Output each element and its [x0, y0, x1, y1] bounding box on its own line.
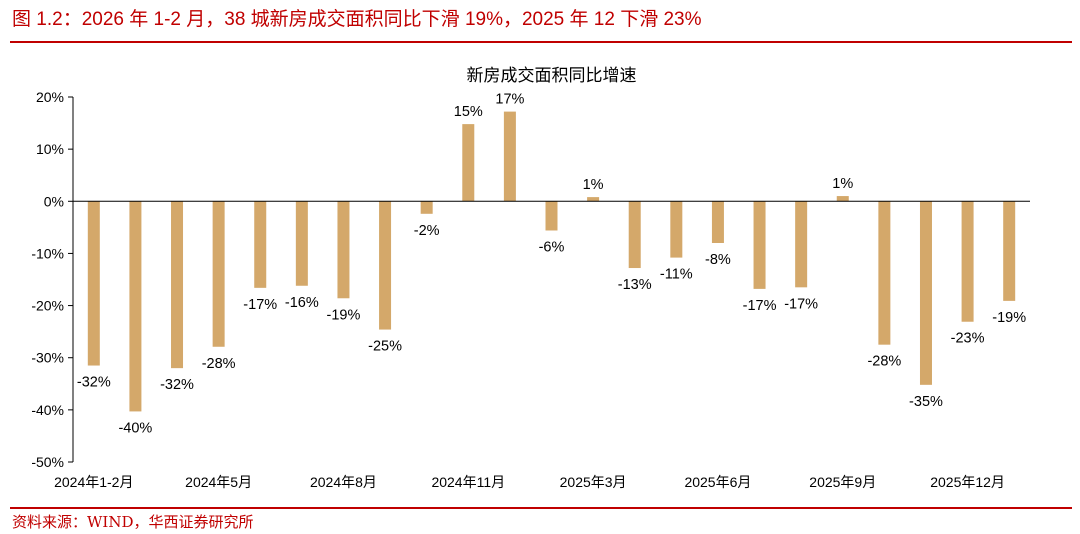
data-label: -32% [77, 375, 111, 391]
y-tick-label: -40% [31, 402, 64, 418]
y-tick-label: -50% [31, 454, 64, 470]
title-divider [10, 41, 1072, 43]
data-label: -40% [118, 420, 152, 436]
data-label: -6% [539, 239, 565, 255]
data-label: -28% [202, 356, 236, 372]
bar [545, 201, 558, 231]
data-label: -19% [327, 307, 361, 323]
x-tick-label: 2024年8月 [310, 474, 377, 490]
data-label: -35% [909, 394, 943, 410]
data-label: -11% [660, 267, 693, 283]
bars [87, 111, 1016, 412]
data-label: -2% [414, 223, 440, 239]
bar [212, 201, 225, 347]
bar [129, 201, 142, 412]
bar [462, 124, 475, 202]
footer-divider [10, 507, 1072, 509]
x-tick-label: 2025年9月 [809, 474, 876, 490]
y-tick-label: 0% [44, 193, 64, 209]
x-axis: 2024年1-2月 2024年5月 2024年8月 2024年11月 2025年3月 20… [54, 200, 1030, 490]
y-tick-label: 20% [36, 89, 64, 105]
x-tick-label: 2025年6月 [684, 474, 751, 490]
figure-title: 图 1.2：2026 年 1-2 月，38 城新房成交面积同比下滑 19%，20… [12, 9, 702, 30]
bar [503, 111, 516, 202]
data-label: -25% [368, 339, 402, 355]
data-label: 1% [583, 177, 604, 193]
data-label: -8% [705, 252, 731, 268]
bar [711, 201, 724, 243]
bar [670, 201, 683, 258]
y-axis: 20% 10% 0% -10% -20% -30% -40% -50% [31, 89, 74, 470]
data-label: -17% [243, 297, 277, 313]
bar [587, 197, 600, 202]
bar [961, 201, 974, 322]
bar [420, 201, 433, 214]
data-label: 17% [495, 92, 524, 108]
data-label: -23% [951, 331, 985, 347]
data-label: -17% [743, 298, 777, 314]
bar [878, 201, 891, 345]
bar [795, 201, 808, 288]
bar [254, 201, 267, 288]
y-tick-label: -30% [31, 350, 64, 366]
bar [836, 196, 849, 202]
x-tick-label: 2024年5月 [185, 474, 252, 490]
data-label: -16% [285, 295, 319, 311]
data-label: -28% [867, 354, 901, 370]
bar [1003, 201, 1016, 301]
bar-chart: 新房成交面积同比增速 20%10%0%-10%-20%-30%-40%-50% … [31, 66, 1030, 490]
x-tick-label: 2025年12月 [930, 474, 1005, 490]
data-label: -19% [992, 310, 1026, 326]
chart-title: 新房成交面积同比增速 [467, 66, 637, 86]
bar [87, 201, 100, 366]
data-label: -17% [784, 296, 818, 312]
data-label: -13% [618, 277, 652, 293]
y-tick-label: -10% [31, 245, 64, 261]
data-label: -32% [160, 377, 194, 393]
x-tick-label: 2024年1-2月 [54, 474, 133, 490]
bar [379, 201, 392, 330]
bar [171, 201, 184, 369]
x-tick-label: 2025年3月 [560, 474, 627, 490]
bar [337, 201, 350, 299]
x-tick-label: 2024年11月 [431, 474, 505, 490]
data-label: 15% [454, 104, 483, 120]
bar [919, 201, 932, 385]
source-note: 资料来源：WIND，华西证券研究所 [12, 513, 254, 531]
y-tick-label: -20% [31, 298, 64, 314]
bar [295, 201, 308, 286]
bar [753, 201, 766, 289]
y-tick-label: 10% [36, 141, 64, 157]
data-label: 1% [832, 176, 853, 192]
bar [628, 201, 641, 269]
data-labels: -32% -40% -32% -28% -17% -16% -19% -25% -2% 15% 17… [77, 92, 1026, 437]
